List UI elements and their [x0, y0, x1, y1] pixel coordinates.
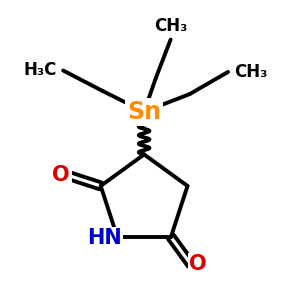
- Text: O: O: [189, 254, 207, 274]
- Text: CH₃: CH₃: [154, 17, 187, 35]
- Text: HN: HN: [87, 229, 122, 248]
- Text: H₃C: H₃C: [24, 61, 57, 80]
- Text: Sn: Sn: [127, 100, 161, 124]
- Text: CH₃: CH₃: [234, 63, 267, 81]
- Text: O: O: [52, 166, 70, 185]
